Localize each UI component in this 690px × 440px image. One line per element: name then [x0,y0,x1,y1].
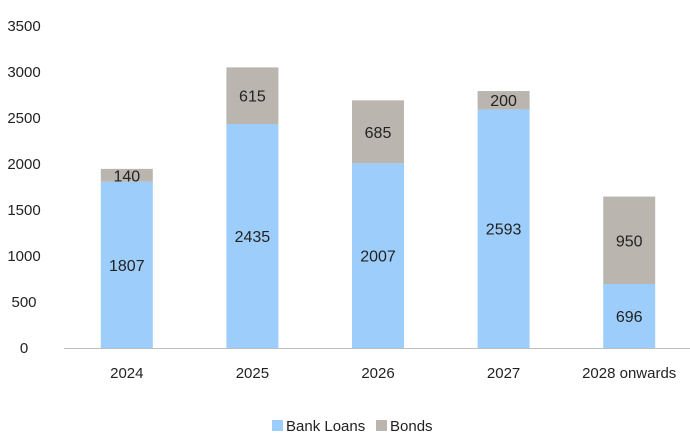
data-label-bank-loans: 1807 [109,258,145,275]
y-tick-label: 1000 [7,248,40,265]
data-label-bank-loans: 2435 [235,229,271,246]
x-tick-label: 2024 [110,365,143,382]
y-axis-ticks: 0 500 1000 1500 2000 2500 3000 3500 [7,18,40,357]
data-labels-group: 1807 140 2435 615 2007 685 2593 200 696 950 [109,89,643,326]
data-label-bank-loans: 2593 [486,222,522,239]
y-tick-label: 1500 [7,202,40,219]
data-label-bonds: 200 [490,93,517,110]
bar-bonds [352,100,404,164]
data-label-bank-loans: 696 [616,309,643,326]
legend-label-bank-loans: Bank Loans [286,418,365,435]
y-tick-label: 500 [11,294,36,311]
bar-bonds [477,91,530,110]
y-tick-label: 3500 [7,18,40,35]
data-label-bank-loans: 2007 [360,249,396,266]
data-label-bonds: 950 [616,233,643,250]
y-tick-label: 2000 [7,156,40,173]
x-tick-label: 2027 [487,365,520,382]
y-tick-label: 3000 [7,64,40,81]
bar-bank-loans [477,109,530,348]
bars-group [100,67,656,348]
bar-bonds [603,196,656,284]
bar-bank-loans [226,123,279,348]
y-tick-label: 0 [20,340,28,357]
bar-bank-loans [352,163,404,348]
x-tick-label: 2028 onwards [582,365,676,382]
bar-bonds [100,168,153,182]
legend: Bank Loans Bonds [272,418,433,435]
legend-label-bonds: Bonds [390,418,433,435]
data-label-bonds: 615 [239,89,266,106]
y-tick-label: 2500 [7,110,40,127]
bar-bank-loans [603,283,656,348]
x-tick-label: 2025 [236,365,269,382]
data-label-bonds: 140 [113,168,140,185]
bar-bank-loans [100,181,153,348]
legend-swatch-bank-loans [272,420,283,431]
legend-swatch-bonds [376,420,387,431]
x-axis-ticks: 2024 2025 2026 2027 2028 onwards [110,365,676,382]
bar-bonds [226,67,279,124]
x-tick-label: 2026 [361,365,394,382]
data-label-bonds: 685 [365,125,392,142]
